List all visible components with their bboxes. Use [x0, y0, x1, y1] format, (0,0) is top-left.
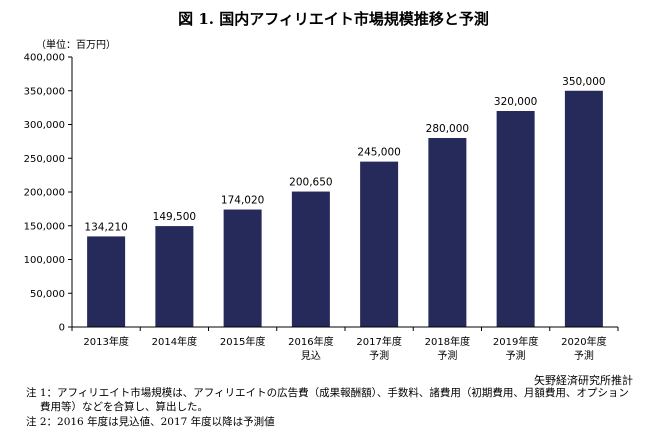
- y-axis: 0 50,000 100,000 150,000 200,000 250,000 300,0…: [24, 53, 73, 334]
- bar-value-label: 200,650: [289, 177, 332, 189]
- bar: [291, 191, 330, 327]
- y-tick-label: 350,000: [24, 86, 65, 97]
- unit-label: （単位：百万円）: [36, 40, 116, 51]
- bar: [496, 111, 535, 327]
- bar-value-label: 350,000: [562, 76, 605, 88]
- bar-value-label: 174,020: [221, 195, 264, 207]
- bar-value-label: 245,000: [357, 147, 400, 159]
- x-category-sublabel: 予測: [369, 349, 389, 362]
- x-category-sublabel: 予測: [574, 349, 594, 362]
- x-category-label: 2017年度: [356, 335, 401, 348]
- x-category-label: 2019年度: [493, 335, 538, 348]
- bar: [155, 226, 194, 327]
- bar: [360, 161, 399, 327]
- bar-value-label: 280,000: [426, 123, 469, 135]
- bar-value-label: 320,000: [494, 96, 537, 108]
- x-category-label: 2014年度: [152, 335, 197, 348]
- x-category-sublabel: 見込: [301, 350, 321, 362]
- x-category-label: 2013年度: [83, 335, 128, 348]
- x-category-label: 2020年度: [561, 335, 606, 348]
- chart-title: 図 1. 国内アフィリエイト市場規模推移と予測: [178, 10, 489, 28]
- x-category-sublabel: 予測: [437, 349, 457, 362]
- bar: [87, 236, 126, 327]
- source-label: 矢野経済研究所推計: [534, 374, 633, 387]
- note-1-line-2: 費用等）などを合算し、算出した。: [40, 401, 208, 413]
- bar: [564, 90, 603, 327]
- bar-value-label: 134,210: [84, 221, 127, 233]
- bars: 134,210 149,500 174,020 200,650 245,000 280,0…: [84, 76, 606, 327]
- bar: [428, 138, 467, 327]
- note-2: 注 2：2016 年度は見込値、2017 年度以降は予測値: [26, 416, 275, 428]
- y-tick-label: 100,000: [24, 255, 65, 266]
- bar: [223, 209, 262, 327]
- y-tick-label: 0: [59, 323, 65, 334]
- x-category-label: 2016年度: [288, 335, 333, 348]
- y-tick-label: 150,000: [24, 221, 65, 232]
- bar-value-label: 149,500: [153, 211, 196, 223]
- y-tick-label: 400,000: [24, 53, 65, 64]
- x-category-sublabel: 予測: [506, 349, 526, 362]
- y-tick-label: 300,000: [24, 120, 65, 131]
- y-tick-label: 200,000: [24, 188, 65, 199]
- note-1-line-1: 注 1：アフィリエイト市場規模は、アフィリエイトの広告費（成果報酬額）、手数料、…: [26, 387, 629, 399]
- y-tick-label: 250,000: [24, 154, 65, 165]
- x-category-label: 2018年度: [425, 335, 470, 348]
- x-axis: 2013年度 2014年度 2015年度 2016年度見込2017年度予測2018年度…: [71, 326, 619, 362]
- y-tick-label: 50,000: [30, 289, 65, 300]
- x-category-label: 2015年度: [220, 335, 265, 348]
